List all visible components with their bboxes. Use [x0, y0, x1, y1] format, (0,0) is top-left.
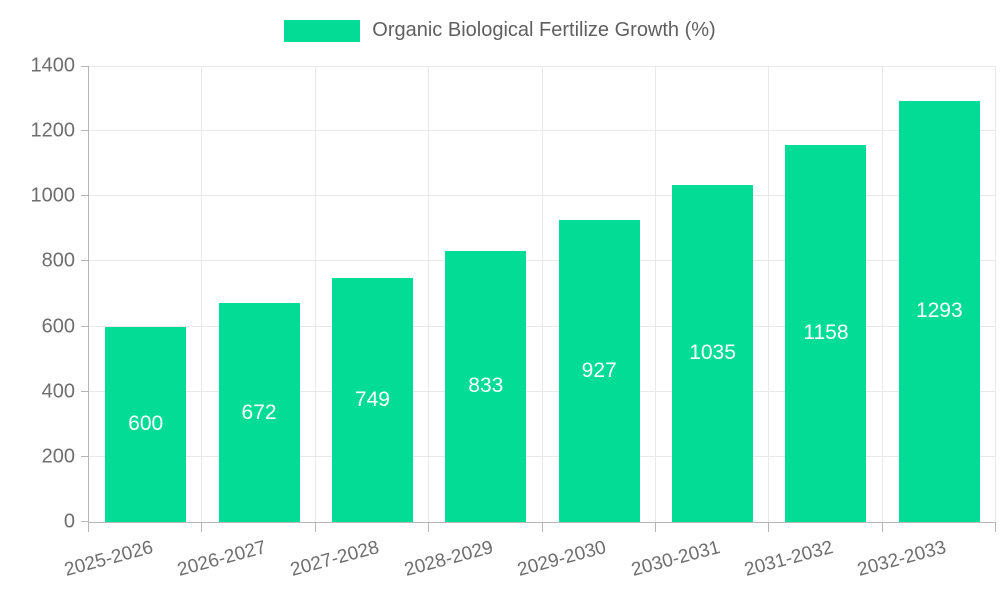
bar	[898, 100, 980, 522]
x-tick-label: 2031-2032	[742, 537, 836, 581]
y-tick-label: 1000	[30, 184, 76, 207]
v-gridline	[541, 66, 543, 522]
v-gridline	[654, 66, 656, 522]
x-tick-label: 2029-2030	[515, 537, 609, 581]
x-tick-label: 2027-2028	[288, 537, 382, 581]
y-axis-tick	[81, 195, 89, 197]
y-axis-tick	[81, 390, 89, 392]
x-axis-tick	[541, 522, 543, 532]
bar	[218, 303, 300, 522]
bar-value-label: 833	[468, 374, 504, 398]
bar	[672, 184, 754, 522]
bar	[785, 144, 867, 522]
x-axis-tick	[654, 522, 656, 532]
y-axis-tick	[81, 260, 89, 262]
x-axis-tick	[428, 522, 430, 532]
x-axis-tick	[768, 522, 770, 532]
bar-value-label: 672	[241, 400, 277, 424]
v-gridline	[995, 66, 996, 522]
v-gridline	[768, 66, 770, 522]
y-tick-label: 600	[41, 315, 75, 338]
v-gridline	[881, 66, 883, 522]
h-gridline	[89, 390, 996, 392]
x-axis-tick	[881, 522, 883, 532]
bar	[445, 250, 527, 522]
legend-swatch-icon	[284, 19, 361, 42]
v-gridline	[201, 66, 203, 522]
h-gridline	[89, 325, 996, 327]
x-axis-tick	[314, 522, 316, 532]
plot-area: 0 200 400 600 800 1000 1200 1400 600 2025-2026 672…	[31, 55, 996, 581]
y-tick-label: 800	[41, 249, 75, 272]
y-axis-tick	[81, 130, 89, 132]
x-tick-label: 2030-2031	[628, 537, 722, 581]
h-gridline	[89, 260, 996, 262]
legend-label: Organic Biological Fertilize Growth (%)	[372, 19, 716, 41]
bar	[105, 326, 187, 522]
bar-value-label: 749	[354, 388, 390, 412]
y-tick-label: 400	[41, 380, 75, 403]
y-axis-tick	[81, 66, 89, 67]
bar	[558, 220, 640, 522]
legend-item[interactable]: Organic Biological Fertilize Growth (%)	[0, 19, 1000, 42]
x-tick-label: 2025-2026	[61, 537, 156, 581]
y-tick-label: 1400	[30, 54, 76, 77]
h-gridline	[89, 455, 996, 457]
x-tick-label: 2032-2033	[855, 537, 949, 581]
h-gridline	[89, 130, 996, 132]
bar-value-label: 927	[581, 359, 617, 383]
y-tick-label: 1200	[30, 119, 76, 142]
bar	[331, 278, 413, 522]
y-axis-tick	[81, 521, 89, 522]
y-axis-tick	[81, 455, 89, 457]
bar-value-label: 600	[128, 412, 164, 436]
bar-value-label: 1293	[915, 299, 963, 323]
h-gridline	[89, 195, 996, 197]
bar-value-label: 1035	[689, 341, 736, 365]
x-axis-tick	[88, 522, 89, 532]
y-axis-tick	[81, 325, 89, 327]
v-gridline	[314, 66, 316, 522]
x-tick-label: 2028-2029	[402, 537, 496, 581]
v-gridline	[428, 66, 430, 522]
x-tick-label: 2026-2027	[175, 537, 269, 581]
x-axis-tick	[201, 522, 203, 532]
h-gridline	[89, 66, 996, 67]
bar-value-label: 1158	[803, 321, 849, 345]
y-tick-label: 0	[63, 510, 75, 533]
x-axis-tick	[995, 522, 996, 532]
y-tick-label: 200	[41, 445, 75, 468]
